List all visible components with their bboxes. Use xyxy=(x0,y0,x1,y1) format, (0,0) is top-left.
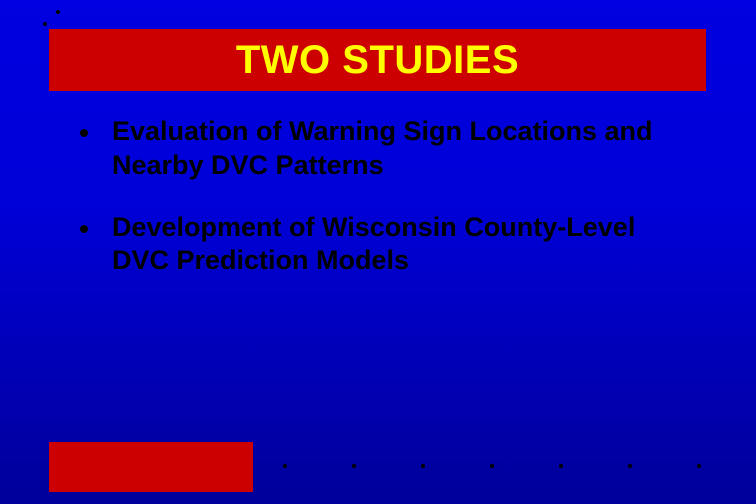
bullet-item: Evaluation of Warning Sign Locations and… xyxy=(80,115,695,183)
bullet-text: Evaluation of Warning Sign Locations and… xyxy=(112,115,695,183)
decorative-dot xyxy=(559,464,563,468)
decorative-dot xyxy=(56,10,60,14)
title-bar: TWO STUDIES xyxy=(49,29,706,91)
decorative-dot xyxy=(43,22,47,26)
bullet-dot-icon xyxy=(80,225,88,233)
decorative-dot xyxy=(283,464,287,468)
bullet-item: Development of Wisconsin County-Level DV… xyxy=(80,211,695,279)
bullet-text: Development of Wisconsin County-Level DV… xyxy=(112,211,695,279)
presentation-slide: TWO STUDIES Evaluation of Warning Sign L… xyxy=(0,0,756,504)
bottom-accent-bar xyxy=(49,442,253,492)
slide-title: TWO STUDIES xyxy=(236,38,519,83)
decorative-dot xyxy=(490,464,494,468)
decorative-dot xyxy=(697,464,701,468)
decorative-dot xyxy=(421,464,425,468)
decorative-dot xyxy=(628,464,632,468)
bullet-list: Evaluation of Warning Sign Locations and… xyxy=(80,115,695,306)
decorative-dot xyxy=(352,464,356,468)
bullet-dot-icon xyxy=(80,129,88,137)
